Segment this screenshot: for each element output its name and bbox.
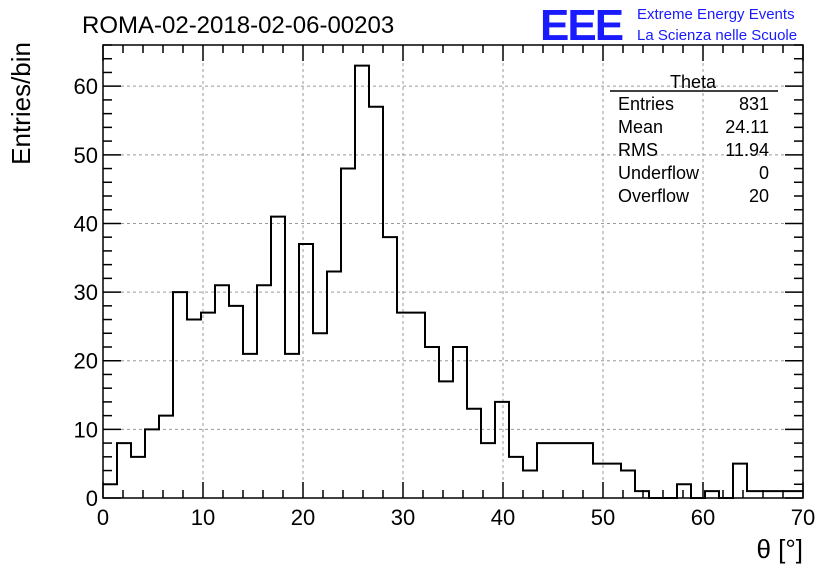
y-tick-label: 30 (74, 280, 98, 305)
logo-line-2: La Scienza nelle Scuole (637, 27, 797, 44)
x-tick-label: 30 (391, 505, 415, 530)
stats-value: 0 (759, 163, 769, 183)
stats-label: Underflow (618, 163, 700, 183)
y-tick-label: 20 (74, 349, 98, 374)
x-tick-label: 70 (791, 505, 815, 530)
stats-value: 20 (749, 186, 769, 206)
histogram-line (103, 64, 803, 499)
eee-logo: EEE (540, 1, 623, 50)
x-tick-label: 10 (191, 505, 215, 530)
x-axis-label: θ [°] (756, 534, 803, 564)
stats-title: Theta (670, 72, 717, 92)
y-tick-label: 50 (74, 143, 98, 168)
y-tick-label: 0 (86, 486, 98, 511)
x-tick-label: 20 (291, 505, 315, 530)
stats-value: 11.94 (725, 140, 769, 160)
stats-value: 831 (739, 94, 769, 114)
y-tick-label: 10 (74, 417, 98, 442)
axis-tick-labels: 0 10 20 30 40 50 60 70 0 10 20 30 40 50 60 (74, 74, 816, 530)
stats-label: Entries (618, 94, 674, 114)
x-tick-label: 0 (97, 505, 109, 530)
y-tick-label: 40 (74, 211, 98, 236)
grid-lines (103, 45, 803, 498)
stats-value: 24.11 (725, 117, 769, 137)
axis-ticks (102, 44, 804, 499)
y-axis-label: Entries/bin (6, 42, 36, 165)
stats-box: Theta Entries 831 Mean 24.11 RMS 11.94 Underfl… (610, 72, 778, 206)
x-tick-label: 50 (591, 505, 615, 530)
plot-frame (102, 44, 804, 499)
x-tick-label: 60 (691, 505, 715, 530)
chart-title: ROMA-02-2018-02-06-00203 (82, 12, 394, 39)
x-tick-label: 40 (491, 505, 515, 530)
y-tick-label: 60 (74, 74, 98, 99)
logo-line-1: Extreme Energy Events (637, 6, 795, 23)
stats-label: Mean (618, 117, 663, 137)
stats-label: RMS (618, 140, 658, 160)
stats-label: Overflow (618, 186, 690, 206)
